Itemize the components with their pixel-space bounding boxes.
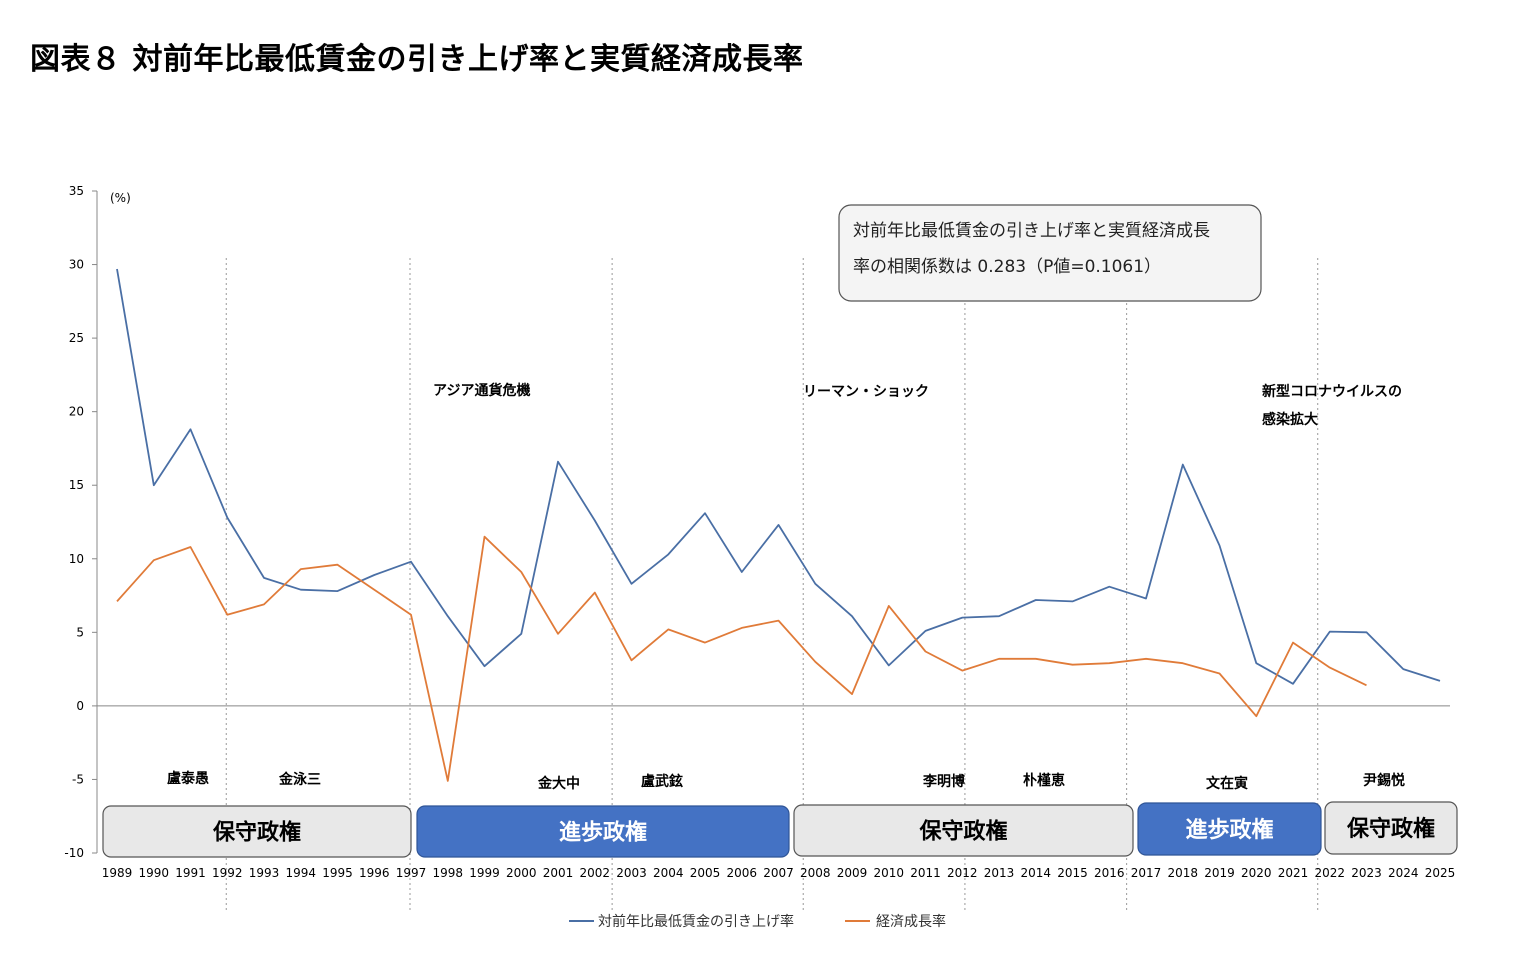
series-line-0 xyxy=(116,268,1441,685)
president-label: 金大中 xyxy=(537,775,580,792)
y-tick-label: 5 xyxy=(76,625,84,639)
y-tick-label: 25 xyxy=(69,331,84,345)
legend: 対前年比最低賃金の引き上げ率 経済成長率 xyxy=(569,913,946,930)
event-annotation: リーマン・ショック xyxy=(803,384,929,400)
x-tick-label: 2018 xyxy=(1167,866,1198,880)
x-tick-label: 2008 xyxy=(800,866,831,880)
x-tick-label: 2017 xyxy=(1131,866,1162,880)
x-tick-label: 2006 xyxy=(726,866,757,880)
event-annotation: アジア通貨危機 xyxy=(433,382,530,399)
regime-label: 保守政権 xyxy=(1346,816,1435,842)
x-tick-label: 1996 xyxy=(359,866,390,880)
chart-title: 図表８ 対前年比最低賃金の引き上げ率と実質経済成長率 xyxy=(30,42,804,77)
event-annotation: 新型コロナウイルスの xyxy=(1262,383,1402,400)
legend-label-0: 対前年比最低賃金の引き上げ率 xyxy=(598,913,794,930)
regime-label: 進歩政権 xyxy=(1185,817,1273,843)
x-tick-label: 2009 xyxy=(837,866,868,880)
president-label: 盧泰愚 xyxy=(167,770,209,787)
x-tick-label: 1990 xyxy=(138,866,169,880)
y-tick-label: 20 xyxy=(69,405,84,419)
y-tick-label: 30 xyxy=(69,258,84,272)
x-tick-label: 1997 xyxy=(396,866,427,880)
x-tick-label: 1998 xyxy=(432,866,463,880)
president-label: 李明博 xyxy=(922,773,965,790)
x-tick-label: 2022 xyxy=(1314,866,1345,880)
x-tick-label: 2011 xyxy=(910,866,941,880)
x-tick-label: 2020 xyxy=(1241,866,1272,880)
x-tick-label: 1994 xyxy=(285,866,316,880)
president-label: 金泳三 xyxy=(278,771,321,788)
x-tick-label: 2025 xyxy=(1425,866,1456,880)
event-annotation: 感染拡大 xyxy=(1262,411,1318,428)
x-tick-label: 2003 xyxy=(616,866,647,880)
x-tick-label: 2021 xyxy=(1278,866,1309,880)
x-tick-label: 2023 xyxy=(1351,866,1382,880)
x-tick-label: 1992 xyxy=(212,866,243,880)
regime-box xyxy=(1137,802,1322,856)
correlation-text-line2: 率の相関係数は 0.283（P値=0.1061） xyxy=(853,257,1161,277)
correlation-text-line1: 対前年比最低賃金の引き上げ率と実質経済成長 xyxy=(853,221,1210,241)
president-label: 盧武鉉 xyxy=(641,773,683,790)
x-tick-label: 2010 xyxy=(873,866,904,880)
x-tick-label: 2012 xyxy=(947,866,978,880)
correlation-box xyxy=(838,204,1262,302)
y-tick-label: -5 xyxy=(72,772,84,786)
legend-label-1: 経済成長率 xyxy=(876,913,946,930)
x-tick-label: 2001 xyxy=(543,866,574,880)
regime-box xyxy=(102,805,412,858)
x-tick-label: 1995 xyxy=(322,866,353,880)
y-tick-label: 15 xyxy=(69,478,84,492)
series-line-1 xyxy=(116,535,1367,782)
regime-label: 進歩政権 xyxy=(559,820,647,846)
series-layer xyxy=(116,268,1441,782)
x-tick-label: 2007 xyxy=(763,866,794,880)
y-tick-label: 35 xyxy=(69,184,84,198)
x-tick-label: 2005 xyxy=(690,866,721,880)
president-label: 文在寅 xyxy=(1206,775,1248,792)
x-tick-label: 1993 xyxy=(249,866,280,880)
regime-layer: 保守政権 進歩政権 保守政権 進歩政権 保守政権 xyxy=(102,801,1458,858)
x-tick-label: 1999 xyxy=(469,866,500,880)
president-label: 朴槿恵 xyxy=(1023,772,1065,789)
regime-box xyxy=(1324,801,1458,855)
annotation-layer: 盧泰愚 金泳三 金大中 盧武鉉 李明博 朴槿恵 文在寅 尹錫悦 アジア通貨危機 リーマン・ショック… xyxy=(167,382,1405,792)
regime-label: 保守政権 xyxy=(212,820,301,846)
x-tick-label: 2016 xyxy=(1094,866,1125,880)
y-unit-label: (%) xyxy=(110,191,131,205)
y-tick-label: -10 xyxy=(64,846,84,860)
x-tick-label: 2004 xyxy=(653,866,684,880)
regime-box xyxy=(793,804,1134,857)
y-tick-label: 10 xyxy=(69,552,84,566)
x-tick-label: 1989 xyxy=(102,866,133,880)
regime-label: 保守政権 xyxy=(918,819,1007,845)
y-tick-label: 0 xyxy=(76,699,84,713)
regime-box xyxy=(416,805,790,858)
term-divider-layer xyxy=(225,258,1319,912)
president-label: 尹錫悦 xyxy=(1363,772,1405,789)
x-tick-label: 2013 xyxy=(984,866,1015,880)
x-tick-label: 2000 xyxy=(506,866,537,880)
x-tick-label: 1991 xyxy=(175,866,206,880)
x-tick-label: 2002 xyxy=(579,866,610,880)
x-tick-label: 2015 xyxy=(1057,866,1088,880)
x-tick-label: 2014 xyxy=(1020,866,1051,880)
x-tick-label: 2024 xyxy=(1388,866,1419,880)
x-tick-label: 2019 xyxy=(1204,866,1235,880)
